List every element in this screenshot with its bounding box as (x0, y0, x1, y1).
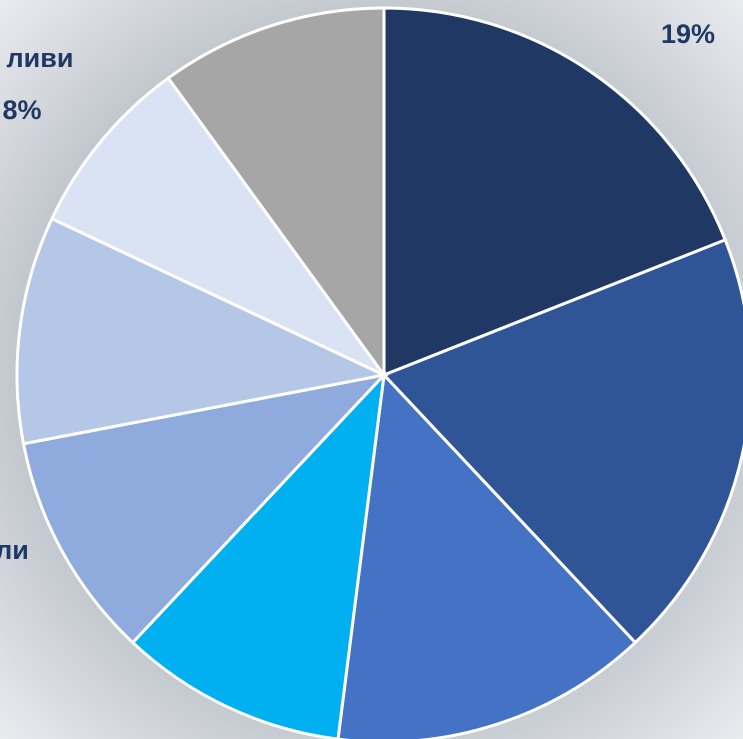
pie-slice (130, 370, 387, 739)
pie-slice (381, 237, 743, 645)
pie-slice (49, 75, 386, 377)
pie-slice (166, 6, 386, 380)
pie-slice (21, 372, 389, 645)
pie-slice (336, 371, 638, 739)
value-label: 19% (661, 19, 715, 49)
pie-slice (382, 6, 728, 378)
slice-label: ливи (7, 43, 74, 73)
slice-label: прасови (74, 731, 187, 739)
slice-label: ли (0, 535, 29, 565)
value-label: 8% (2, 95, 41, 125)
pie-slice (15, 216, 389, 446)
